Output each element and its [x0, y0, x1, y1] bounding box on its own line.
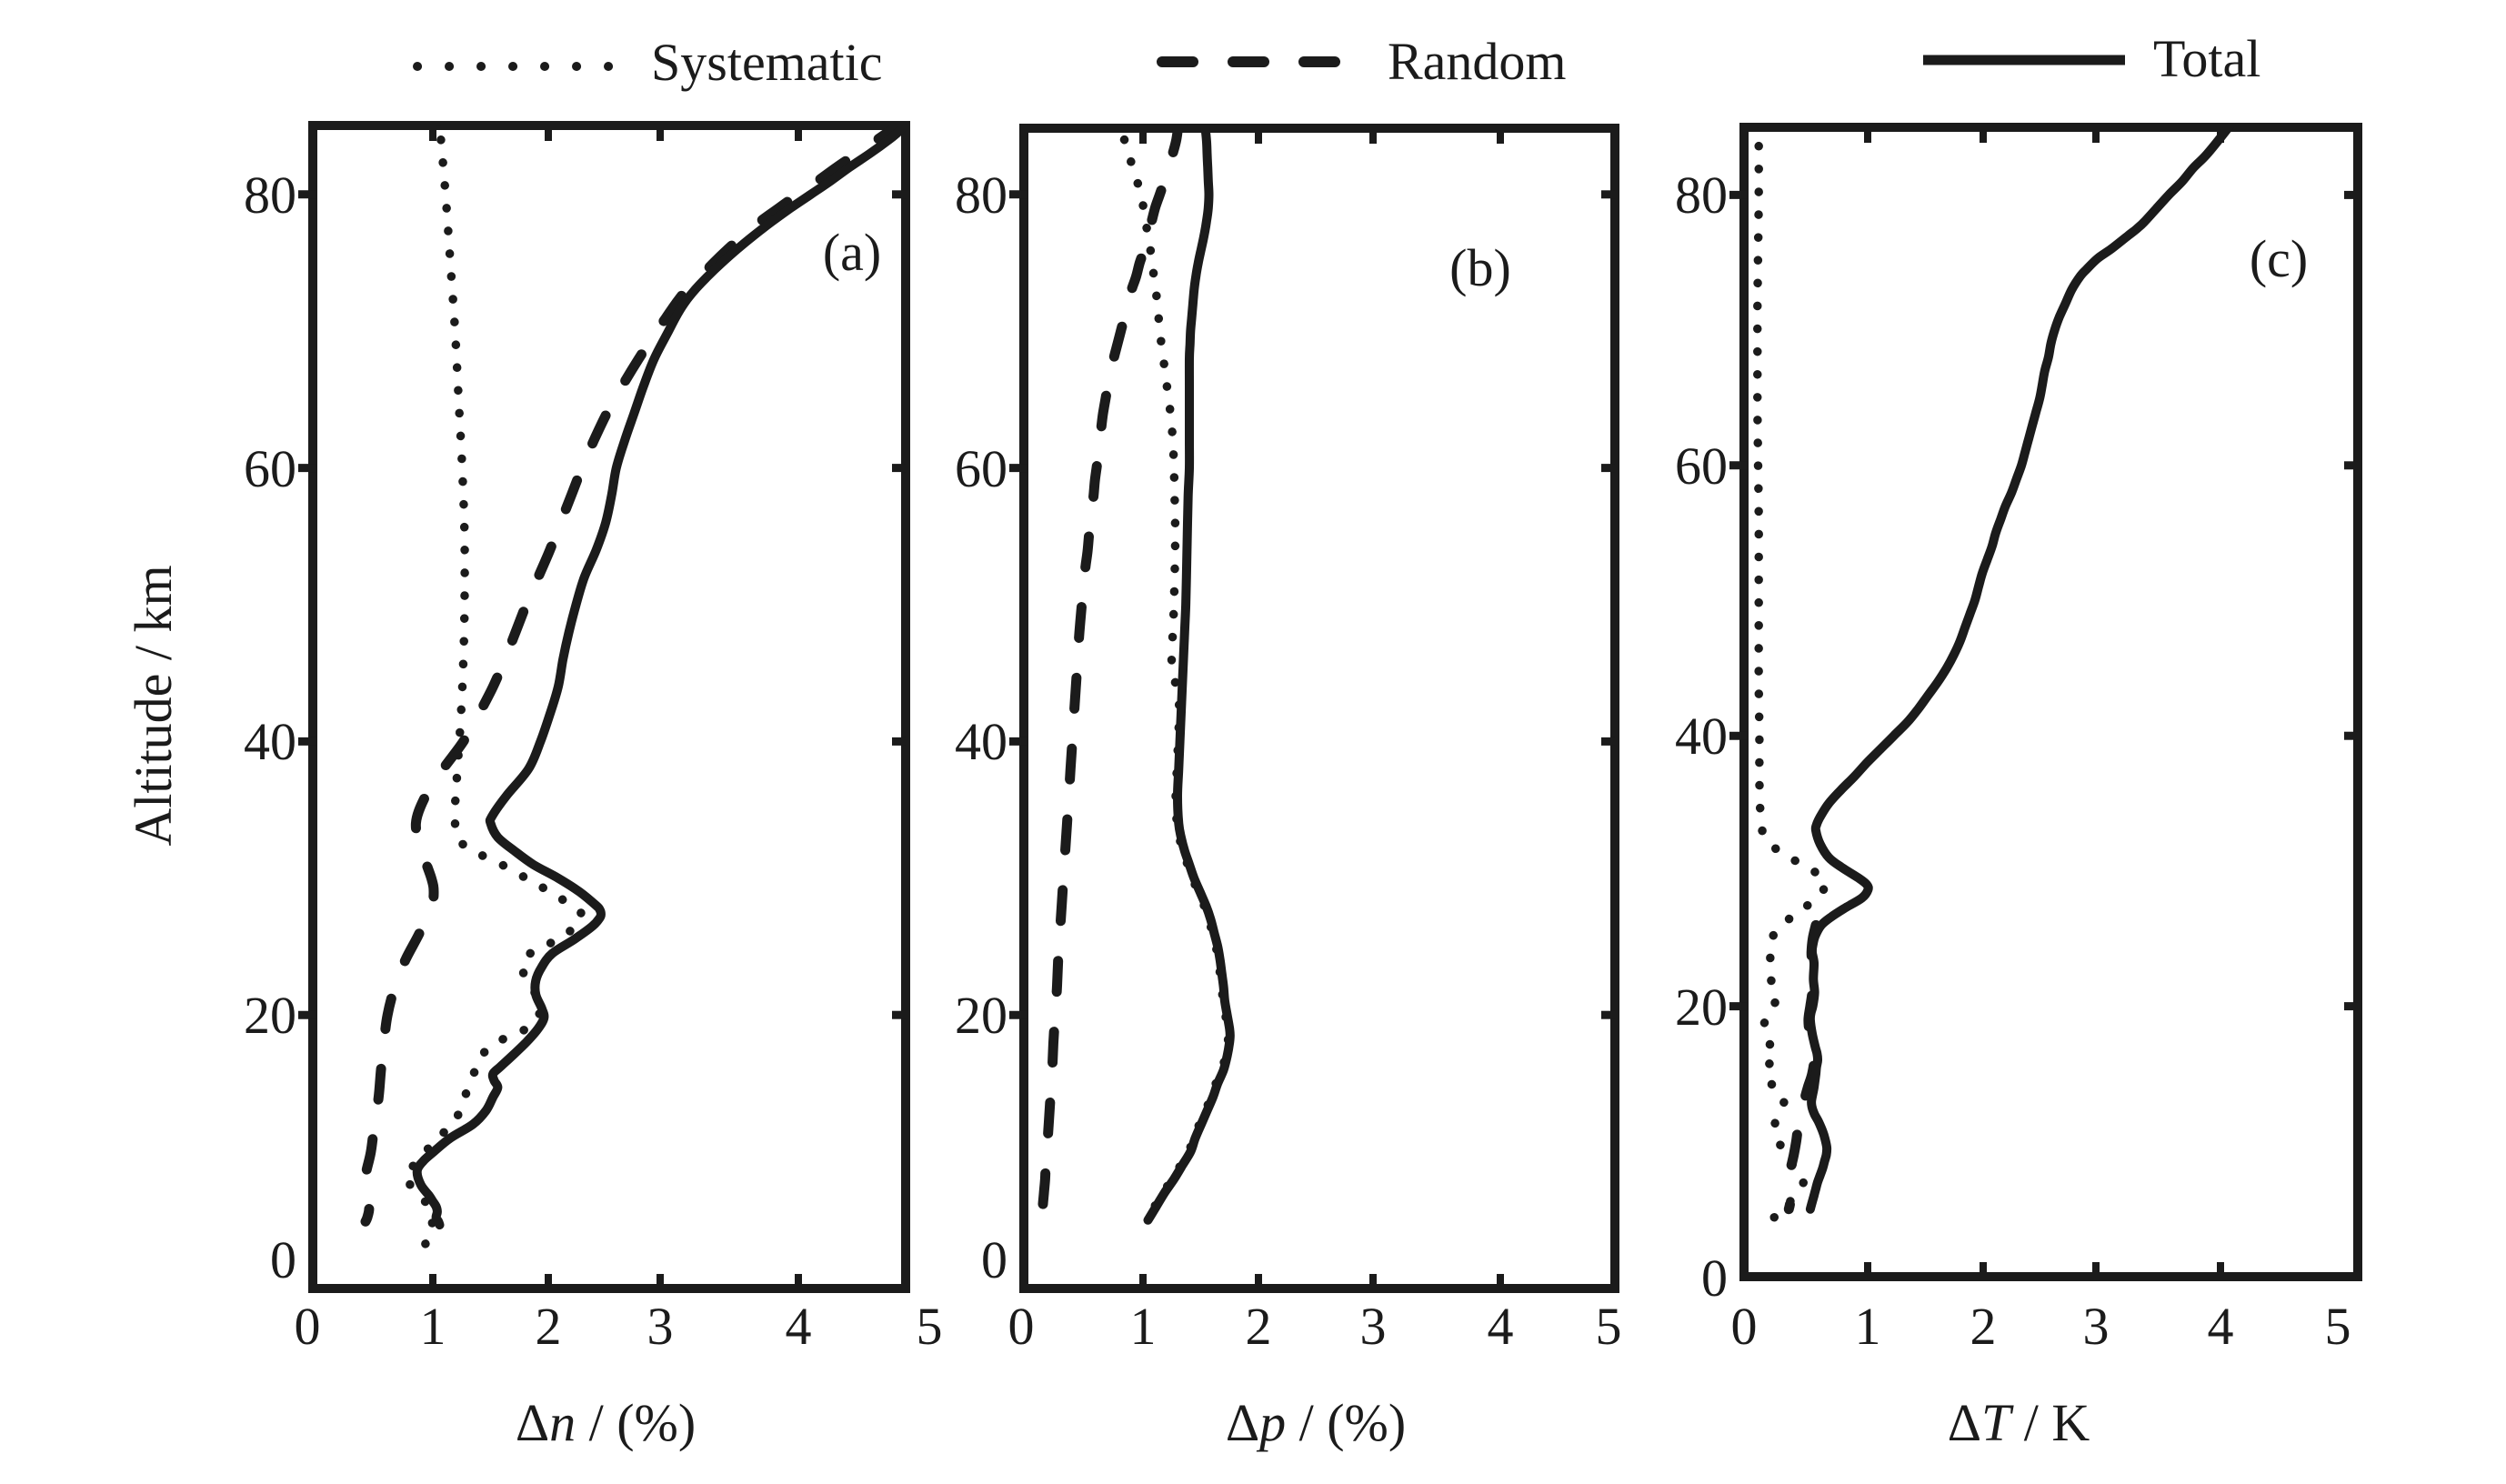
svg-text:0: 0 — [981, 1230, 1007, 1289]
svg-text:Δp / (%): Δp / (%) — [1226, 1393, 1406, 1452]
svg-text:0: 0 — [295, 1297, 321, 1356]
svg-text:3: 3 — [2083, 1297, 2110, 1356]
svg-text:Total: Total — [2153, 29, 2260, 88]
svg-text:5: 5 — [917, 1297, 943, 1356]
svg-text:40: 40 — [1675, 707, 1728, 766]
svg-text:80: 80 — [955, 165, 1007, 225]
svg-text:(a): (a) — [823, 223, 881, 282]
svg-text:Δn / (%): Δn / (%) — [516, 1393, 696, 1452]
svg-text:20: 20 — [244, 986, 296, 1045]
svg-text:0: 0 — [270, 1230, 296, 1289]
svg-text:4: 4 — [2208, 1297, 2234, 1356]
svg-text:1: 1 — [420, 1297, 446, 1356]
svg-text:3: 3 — [1360, 1297, 1387, 1356]
svg-text:2: 2 — [536, 1297, 562, 1356]
svg-text:60: 60 — [244, 439, 296, 498]
svg-text:60: 60 — [1675, 436, 1728, 496]
svg-text:20: 20 — [955, 986, 1007, 1045]
svg-text:5: 5 — [1596, 1297, 1622, 1356]
svg-text:80: 80 — [244, 165, 296, 225]
svg-text:20: 20 — [1675, 978, 1728, 1037]
svg-text:0: 0 — [1701, 1248, 1728, 1308]
svg-text:Random: Random — [1388, 32, 1567, 91]
svg-text:ΔT / K: ΔT / K — [1948, 1393, 2090, 1452]
svg-text:60: 60 — [955, 439, 1007, 498]
svg-text:40: 40 — [244, 712, 296, 771]
svg-text:2: 2 — [1246, 1297, 1272, 1356]
svg-text:Systematic: Systematic — [651, 33, 883, 92]
svg-text:5: 5 — [2325, 1297, 2351, 1356]
svg-text:0: 0 — [1008, 1297, 1035, 1356]
svg-text:1: 1 — [1855, 1297, 1881, 1356]
svg-text:(b): (b) — [1449, 238, 1511, 297]
svg-text:80: 80 — [1675, 165, 1728, 225]
svg-text:0: 0 — [1731, 1297, 1758, 1356]
svg-text:40: 40 — [955, 712, 1007, 771]
svg-text:4: 4 — [786, 1297, 812, 1356]
svg-text:2: 2 — [1970, 1297, 1997, 1356]
svg-text:Altitude / km: Altitude / km — [124, 565, 183, 846]
svg-text:(c): (c) — [2250, 229, 2308, 288]
svg-text:3: 3 — [647, 1297, 674, 1356]
svg-text:1: 1 — [1130, 1297, 1157, 1356]
svg-text:4: 4 — [1488, 1297, 1514, 1356]
